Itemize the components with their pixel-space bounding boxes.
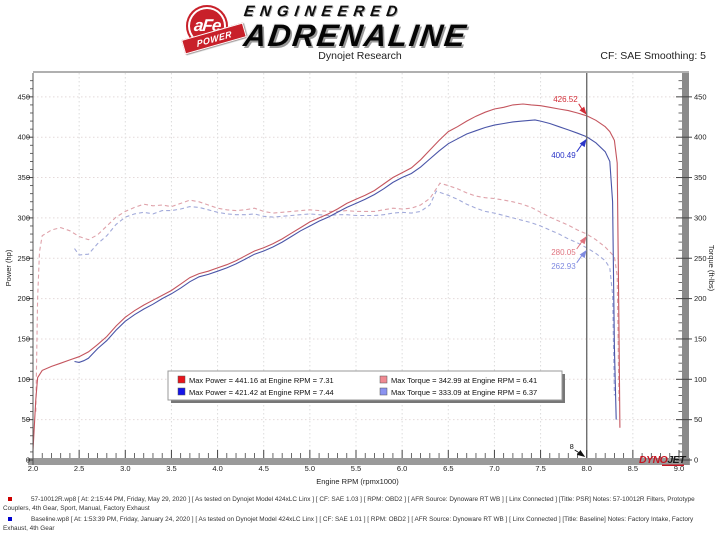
y-left-tick-label: 0	[26, 456, 30, 465]
x-tick-label: 2.5	[74, 464, 84, 473]
x-tick-label: 7.0	[489, 464, 499, 473]
annotation-arrowhead	[579, 138, 587, 148]
run-info-1: 57-10012R.wp8 [ At: 2:15:44 PM, Friday, …	[0, 496, 714, 513]
x-tick-label: 7.5	[535, 464, 545, 473]
y-left-tick-label: 400	[17, 133, 30, 142]
y-right-tick-label: 0	[694, 456, 698, 465]
run1-bullet-icon	[8, 497, 12, 501]
y-right-axis-bar	[682, 73, 689, 465]
run-info-footer: 57-10012R.wp8 [ At: 2:15:44 PM, Friday, …	[0, 496, 714, 536]
y-left-tick-label: 150	[17, 334, 30, 343]
legend-label: Max Power = 421.42 at Engine RPM = 7.44	[189, 388, 334, 397]
x-tick-label: 3.5	[166, 464, 176, 473]
legend-box	[167, 370, 563, 401]
y-right-tick-label: 50	[694, 415, 702, 424]
x-tick-label: 6.5	[443, 464, 453, 473]
run2-bullet-icon	[8, 517, 12, 521]
torque-baseline-curve	[74, 190, 615, 396]
x-tick-label: 8.5	[628, 464, 638, 473]
y-left-axis-title: Power (hp)	[4, 249, 13, 286]
header: aFe POWER ENGINEERED ADRENALINE Dynojet …	[0, 0, 720, 66]
y-right-tick-label: 200	[694, 294, 707, 303]
y-left-tick-label: 300	[17, 213, 30, 222]
y-right-tick-label: 250	[694, 254, 707, 263]
legend-label: Max Power = 441.16 at Engine RPM = 7.31	[189, 376, 334, 385]
y-right-axis-title: Torque (ft-lbs)	[707, 245, 716, 292]
x-tick-label: 3.0	[120, 464, 130, 473]
y-right-tick-label: 300	[694, 213, 707, 222]
annotation-arrowhead	[579, 249, 587, 259]
y-left-tick-label: 450	[17, 92, 30, 101]
y-left-tick-label: 250	[17, 254, 30, 263]
run-info-2: Baseline.wp8 [ At: 1:53:39 PM, Friday, J…	[0, 516, 714, 533]
y-left-tick-label: 200	[17, 294, 30, 303]
x-tick-label: 4.5	[258, 464, 268, 473]
x-axis-bar	[28, 458, 690, 465]
annotation-value: 262.93	[551, 262, 576, 271]
x-tick-label: 9.0	[674, 464, 684, 473]
dynojet-logo: DYNOJET	[639, 454, 687, 466]
y-left-tick-label: 50	[22, 415, 30, 424]
run2-text: Baseline.wp8 [ At: 1:53:39 PM, Friday, J…	[3, 516, 694, 532]
annotation-value: 280.05	[551, 248, 576, 257]
x-tick-label: 5.0	[305, 464, 315, 473]
y-left-tick-label: 100	[17, 375, 30, 384]
y-right-tick-label: 100	[694, 375, 707, 384]
dynojet-underline	[662, 464, 684, 466]
cursor-label: 8	[570, 442, 574, 451]
power-baseline-curve	[74, 119, 617, 420]
legend-swatch	[177, 375, 186, 384]
x-tick-label: 5.5	[351, 464, 361, 473]
run1-text: 57-10012R.wp8 [ At: 2:15:44 PM, Friday, …	[3, 496, 695, 512]
y-left-tick-label: 350	[17, 173, 30, 182]
x-tick-label: 4.0	[212, 464, 222, 473]
x-tick-label: 2.0	[28, 464, 38, 473]
legend-label: Max Torque = 342.99 at Engine RPM = 6.41	[391, 376, 537, 385]
torque-afe-curve	[35, 182, 620, 412]
brand-wordmark: ENGINEERED ADRENALINE	[241, 3, 470, 54]
subheader: Dynojet Research CF: SAE Smoothing: 5	[0, 50, 720, 64]
y-right-tick-label: 350	[694, 173, 707, 182]
legend-swatch	[379, 375, 388, 384]
cursor-label-arrowhead	[576, 449, 586, 457]
y-right-tick-label: 450	[694, 92, 707, 101]
y-right-tick-label: 150	[694, 334, 707, 343]
legend-swatch	[379, 387, 388, 396]
smoothing-label: CF: SAE Smoothing: 5	[600, 50, 706, 62]
y-right-tick-label: 400	[694, 133, 707, 142]
annotation-value: 426.52	[553, 95, 578, 104]
annotation-value: 400.49	[551, 151, 576, 160]
brand-name: ADRENALINE	[241, 18, 470, 53]
x-axis-title: Engine RPM (rpmx1000)	[316, 477, 399, 486]
x-tick-label: 8.0	[581, 464, 591, 473]
chart-title: Dynojet Research	[318, 50, 402, 62]
annotation-arrowhead	[579, 106, 587, 115]
power-afe-curve	[32, 103, 621, 451]
legend-label: Max Torque = 333.09 at Engine RPM = 6.37	[391, 388, 537, 397]
x-tick-label: 6.0	[397, 464, 407, 473]
legend-swatch	[177, 387, 186, 396]
annotation-arrowhead	[579, 235, 587, 245]
